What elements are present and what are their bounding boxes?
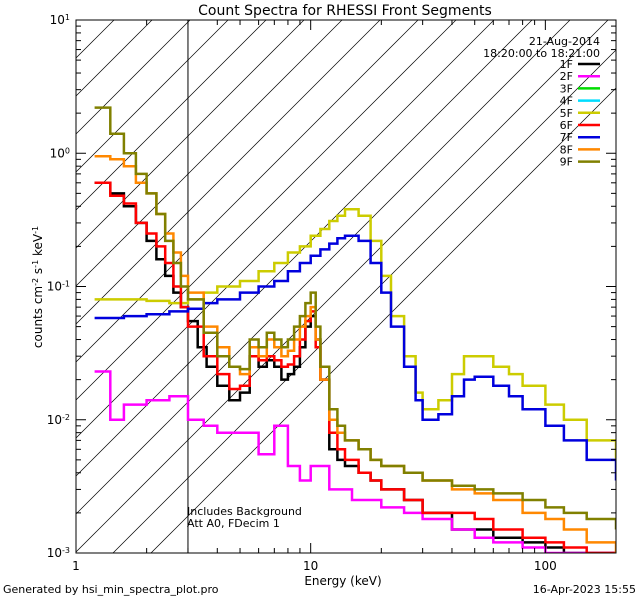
y-tick-label: 101 [50, 13, 70, 28]
legend-label-5F: 5F [560, 107, 573, 120]
series-line-5F [94, 207, 616, 460]
x-tick-label: 100 [534, 559, 557, 573]
time-range-label: 18:20:00 to 18:21:00 [483, 47, 600, 60]
legend-label-1F: 1F [560, 58, 573, 71]
series-line-7F [94, 234, 616, 481]
series-line-6F [94, 181, 616, 553]
legend-label-2F: 2F [560, 70, 573, 83]
legend-label-7F: 7F [560, 131, 573, 144]
legend-label-9F: 9F [560, 156, 573, 169]
series-line-9F [94, 106, 616, 530]
x-tick-label: 10 [303, 559, 318, 573]
chart-title: Count Spectra for RHESSI Front Segments [198, 3, 492, 19]
x-tick-label: 1 [72, 559, 80, 573]
annotation-background: Includes Background [187, 505, 302, 518]
y-tick-label: 100 [50, 146, 70, 161]
legend-label-4F: 4F [560, 95, 573, 108]
legend-label-3F: 3F [560, 82, 573, 95]
legend-label-6F: 6F [560, 119, 573, 132]
legend-label-8F: 8F [560, 143, 573, 156]
footer-timestamp: 16-Apr-2023 15:55 [532, 583, 636, 596]
annotation-attenuator: Att A0, FDecim 1 [187, 517, 280, 530]
y-axis-label: counts cm-2 s-1 keV-1 [31, 226, 46, 348]
footer-generated-by: Generated by hsi_min_spectra_plot.pro [3, 583, 219, 596]
y-tick-label: 10-3 [47, 546, 70, 561]
x-axis-label: Energy (keV) [304, 574, 381, 588]
date-label: 21-Aug-2014 [529, 35, 600, 48]
y-tick-label: 10-1 [47, 279, 70, 294]
series-line-2F [94, 370, 616, 553]
y-tick-label: 10-2 [47, 412, 70, 427]
